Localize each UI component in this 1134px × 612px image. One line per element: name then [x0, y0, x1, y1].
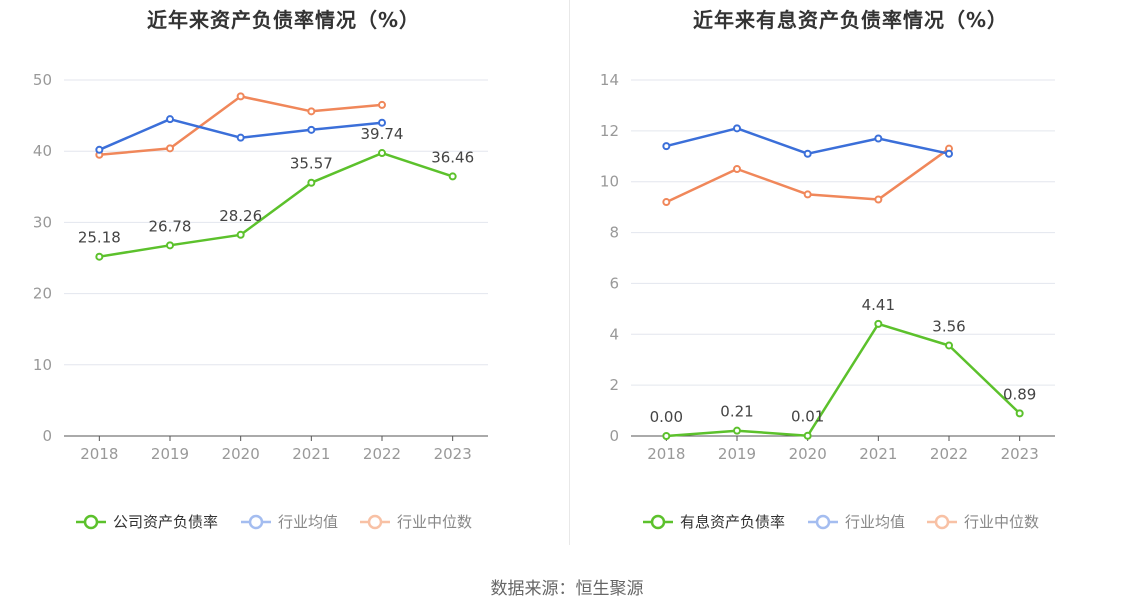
y-tick-label: 20: [33, 285, 52, 303]
data-point[interactable]: [95, 252, 104, 261]
chart-title-right: 近年来有息资产负债率情况（%）: [692, 8, 1009, 32]
data-point[interactable]: [803, 431, 812, 440]
data-label: 26.78: [149, 217, 192, 235]
data-point[interactable]: [733, 426, 741, 435]
legend-label[interactable]: 公司资产负债率: [113, 513, 218, 531]
data-point[interactable]: [1015, 409, 1024, 418]
data-point[interactable]: [945, 149, 953, 158]
data-point[interactable]: [733, 165, 741, 173]
data-point[interactable]: [236, 230, 245, 239]
x-tick-label: 2021: [292, 445, 330, 463]
legend-label[interactable]: 行业中位数: [397, 513, 472, 531]
data-point[interactable]: [448, 172, 457, 181]
data-label: 35.57: [290, 155, 333, 173]
x-tick-label: 2020: [789, 445, 827, 463]
legend-marker[interactable]: [248, 514, 264, 530]
x-tick-label: 2018: [647, 445, 685, 463]
data-point[interactable]: [307, 178, 316, 187]
y-tick-label: 6: [609, 274, 619, 292]
data-point[interactable]: [307, 107, 316, 116]
x-tick-label: 2019: [151, 445, 189, 463]
data-label: 4.41: [862, 296, 895, 314]
data-point[interactable]: [378, 149, 386, 158]
panel-divider: [569, 0, 570, 545]
data-point[interactable]: [236, 92, 245, 101]
x-tick-label: 2018: [80, 445, 118, 463]
data-point[interactable]: [662, 142, 671, 151]
y-tick-label: 50: [33, 71, 52, 89]
chart-title-left: 近年来资产负债率情况（%）: [146, 8, 421, 32]
legend-marker[interactable]: [650, 514, 666, 530]
data-point[interactable]: [874, 319, 883, 328]
data-point[interactable]: [874, 195, 883, 204]
x-tick-label: 2021: [859, 445, 897, 463]
y-tick-label: 0: [609, 427, 619, 445]
chart-left: 0 10 20 30 40 50 2018 2019 2020 2021 2022 2023 25.18…: [33, 71, 488, 531]
data-label: 36.46: [431, 148, 474, 166]
data-label: 28.26: [219, 207, 262, 225]
y-tick-label: 14: [600, 71, 619, 89]
data-point[interactable]: [166, 241, 174, 250]
data-point[interactable]: [95, 145, 104, 154]
data-label: 0.00: [650, 408, 683, 426]
data-point[interactable]: [803, 190, 812, 199]
x-tick-label: 2023: [1001, 445, 1039, 463]
data-point[interactable]: [236, 133, 245, 142]
data-source: 数据来源：恒生聚源: [490, 579, 644, 599]
legend-label[interactable]: 行业均值: [845, 513, 905, 531]
y-tick-label: 40: [33, 142, 52, 160]
x-tick-label: 2023: [434, 445, 472, 463]
legend-marker[interactable]: [815, 514, 831, 530]
chart-right: 0 2 4 6 8 10 12 14 2018 2019 2020 2021 2022 2023 0.00 0…: [600, 71, 1055, 531]
data-point[interactable]: [945, 341, 953, 350]
data-point[interactable]: [378, 118, 386, 127]
y-tick-label: 30: [33, 213, 52, 231]
data-point[interactable]: [733, 124, 741, 133]
data-label: 0.89: [1003, 385, 1036, 403]
legend-label[interactable]: 行业均值: [278, 513, 338, 531]
legend-marker[interactable]: [934, 514, 950, 530]
x-tick-label: 2020: [222, 445, 260, 463]
y-tick-label: 10: [600, 173, 619, 191]
data-point[interactable]: [803, 149, 812, 158]
data-point[interactable]: [874, 134, 883, 143]
series-line-2: [99, 95, 383, 157]
data-label: 25.18: [78, 229, 121, 247]
data-label: 3.56: [932, 317, 965, 335]
y-tick-label: 2: [609, 376, 619, 394]
y-tick-label: 10: [33, 356, 52, 374]
legend-label[interactable]: 行业中位数: [964, 513, 1039, 531]
data-label: 0.01: [791, 408, 824, 426]
data-label: 0.21: [720, 403, 753, 421]
x-tick-label: 2022: [930, 445, 968, 463]
y-tick-label: 8: [609, 224, 619, 242]
series-line-0: [99, 151, 454, 258]
legend-marker[interactable]: [83, 514, 99, 530]
y-tick-label: 12: [600, 122, 619, 140]
data-point[interactable]: [662, 198, 671, 207]
x-tick-label: 2022: [363, 445, 401, 463]
data-point[interactable]: [307, 125, 316, 134]
data-point[interactable]: [378, 100, 386, 109]
data-label: 39.74: [361, 125, 404, 143]
legend-label[interactable]: 有息资产负债率: [680, 513, 785, 531]
x-tick-label: 2019: [718, 445, 756, 463]
series-line-0: [666, 322, 1021, 438]
data-point[interactable]: [166, 144, 174, 153]
data-point[interactable]: [662, 432, 671, 440]
y-tick-label: 0: [42, 427, 52, 445]
legend-marker[interactable]: [367, 514, 383, 530]
data-point[interactable]: [166, 115, 174, 124]
y-tick-label: 4: [609, 325, 619, 343]
